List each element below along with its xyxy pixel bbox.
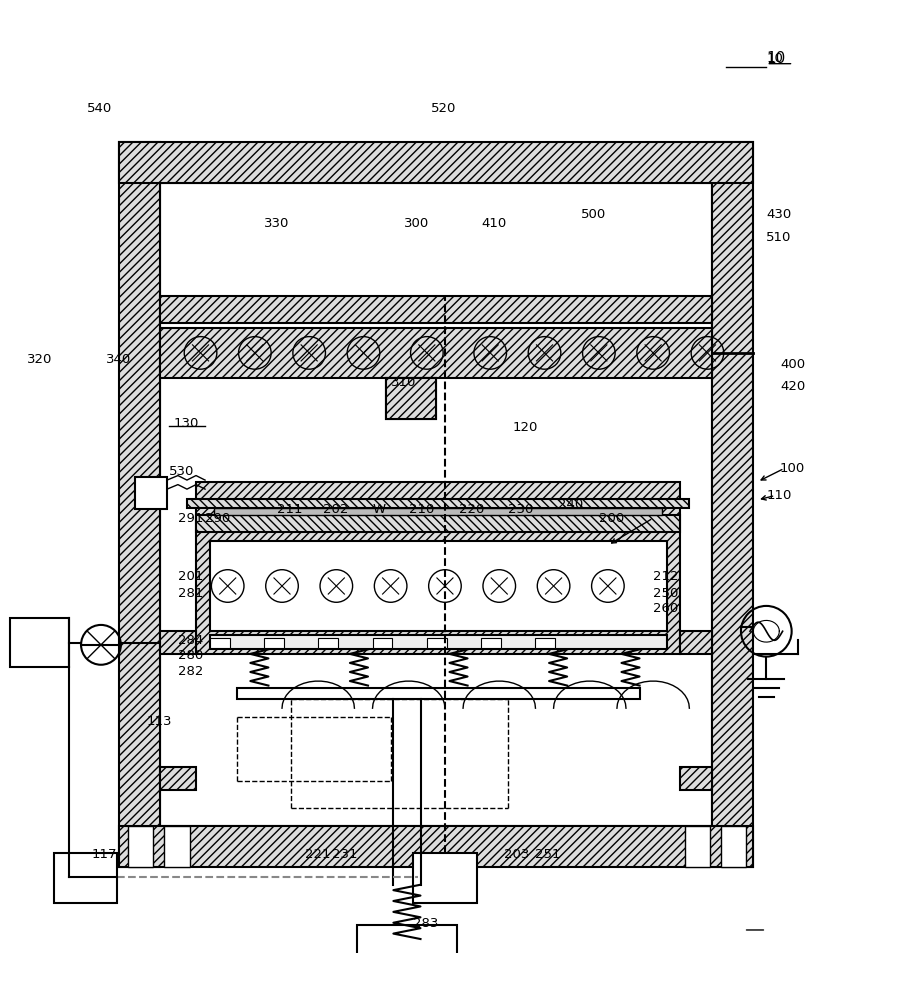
Bar [210,635,666,649]
Bar [386,378,436,419]
Text: 240: 240 [558,498,583,511]
Bar [386,378,436,419]
Bar [536,638,556,648]
Bar [196,515,680,532]
Text: 340: 340 [105,353,131,366]
Text: 10: 10 [766,52,784,65]
Bar [481,638,501,648]
Text: 290: 290 [205,512,231,525]
Text: 212: 212 [653,570,678,583]
Text: 330: 330 [264,217,290,230]
Text: 430: 430 [766,208,792,221]
Bar [680,631,712,654]
Text: 310: 310 [390,376,416,389]
Text: 520: 520 [431,102,457,115]
Text: 282: 282 [178,665,203,678]
Text: 202: 202 [322,503,348,516]
Bar [680,767,712,790]
Text: 203: 203 [504,848,529,861]
Bar [712,142,753,867]
Bar [427,638,447,648]
Text: 291: 291 [178,512,203,525]
Text: 510: 510 [766,231,792,244]
Text: 420: 420 [780,380,805,393]
Bar [119,142,160,867]
Bar [160,296,712,323]
Text: 210: 210 [409,503,434,516]
Bar [135,477,167,509]
Text: 110: 110 [766,489,792,502]
Bar [685,826,710,867]
Text: 117: 117 [92,848,117,861]
Bar [372,638,392,648]
Text: 283: 283 [413,917,439,930]
Text: 211: 211 [278,503,303,516]
Text: 230: 230 [508,503,534,516]
Text: 250: 250 [653,587,678,600]
Text: 300: 300 [404,217,429,230]
Text: 10: 10 [766,51,785,66]
Bar [119,142,753,183]
Text: 130: 130 [173,417,199,430]
Text: 201: 201 [178,570,203,583]
Bar [210,541,666,631]
Text: 280: 280 [178,649,203,662]
Bar [318,638,338,648]
Text: 281: 281 [178,587,203,600]
Text: 113: 113 [146,715,172,728]
Text: 400: 400 [780,358,805,371]
Bar [160,328,712,378]
Text: 410: 410 [481,217,507,230]
Bar [210,638,230,648]
Text: 220: 220 [459,503,484,516]
Text: W: W [372,503,386,516]
Text: 221: 221 [305,848,331,861]
Text: 251: 251 [536,848,561,861]
Text: 540: 540 [87,102,113,115]
Text: 530: 530 [169,465,194,478]
Text: 200: 200 [599,512,624,525]
Bar [119,826,753,867]
Bar [164,826,190,867]
Text: 260: 260 [653,602,678,615]
Bar [128,826,153,867]
Bar [413,853,477,903]
Text: 231: 231 [331,848,357,861]
Bar [264,638,284,648]
Text: 500: 500 [581,208,606,221]
Bar [214,508,662,515]
Text: 284: 284 [178,634,203,647]
Bar [160,767,196,790]
Bar [196,482,680,654]
Bar [160,183,712,826]
Text: 100: 100 [780,462,805,475]
Bar [721,826,746,867]
Bar [237,688,639,699]
Bar [187,499,689,508]
Bar [160,631,196,654]
Bar [357,925,457,962]
Bar [10,618,69,667]
Text: 320: 320 [26,353,52,366]
Text: 120: 120 [513,421,538,434]
Bar [54,853,117,903]
